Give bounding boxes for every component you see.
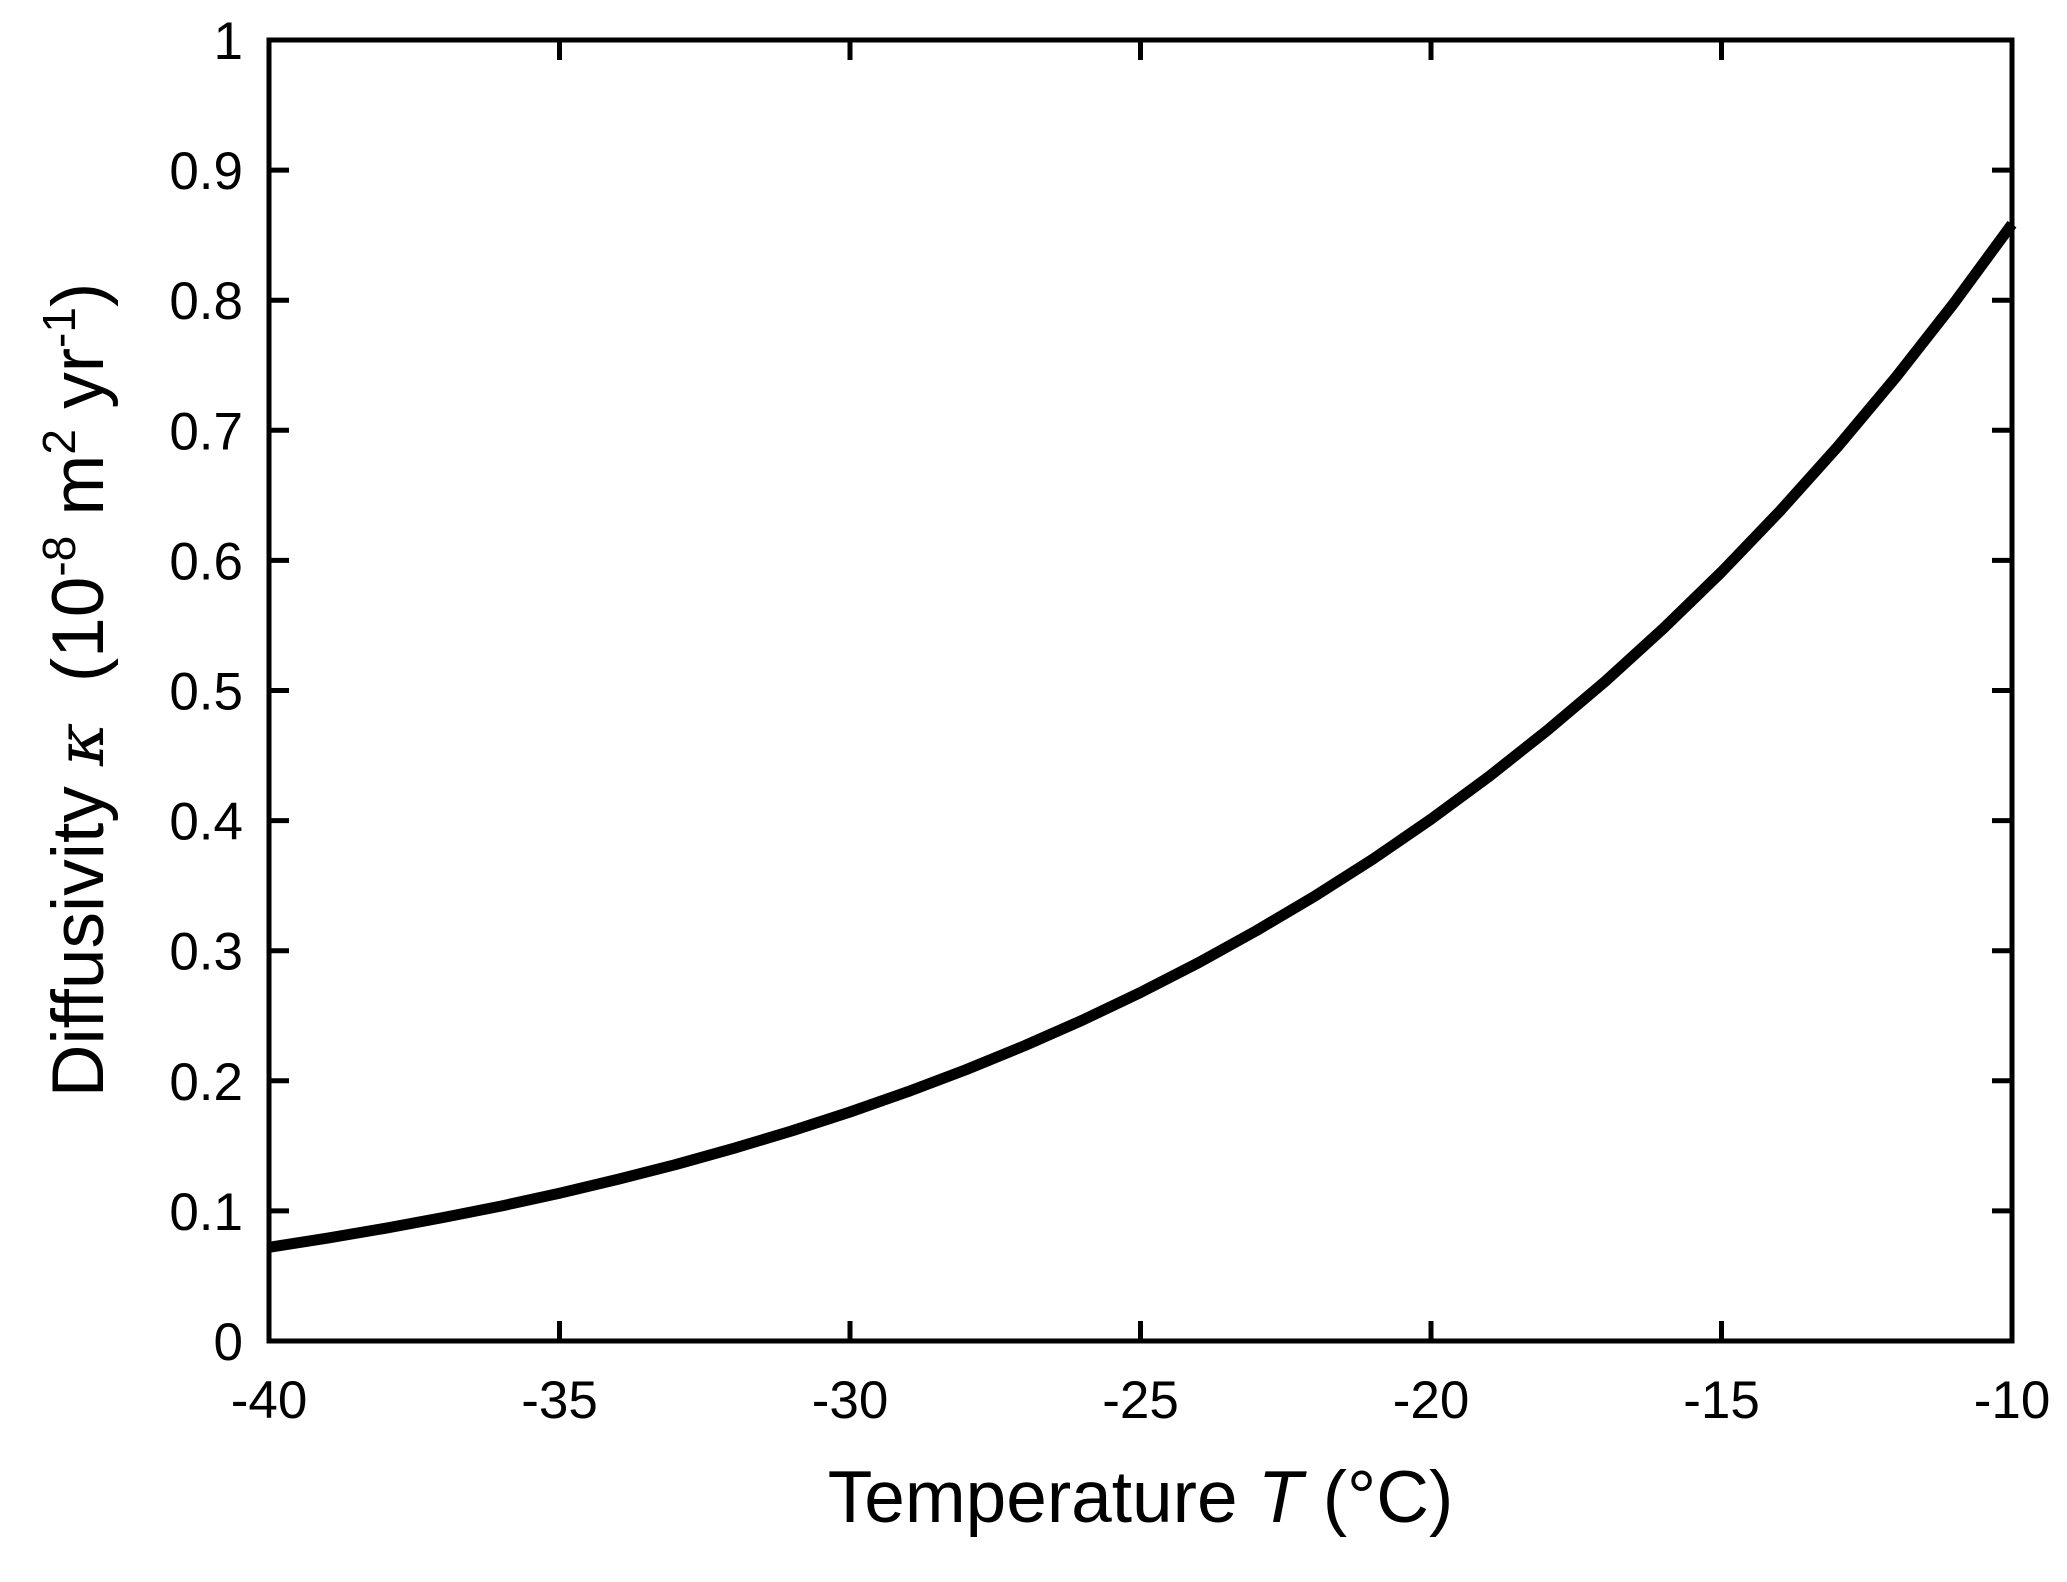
y-tick-label: 0.5 <box>169 663 243 722</box>
y-tick-label: 0.8 <box>169 272 243 331</box>
data-curve <box>268 220 2017 1253</box>
plot-border <box>266 37 2015 1344</box>
x-tick-label: -35 <box>521 1371 598 1430</box>
x-tick-label: -20 <box>1393 1371 1470 1430</box>
x-tick-label: -30 <box>812 1371 889 1430</box>
y-tick-label: 0.9 <box>169 142 243 201</box>
y-tick-label: 0.3 <box>169 923 243 982</box>
y-tick-label: 0.7 <box>169 402 243 461</box>
y-tick-label: 0.4 <box>169 793 243 852</box>
y-axis-label: Diffusivity κ (10-8 m2 yr-1) <box>33 283 119 1098</box>
x-tick-label: -25 <box>1102 1371 1179 1430</box>
y-tick-label: 0.1 <box>169 1183 243 1242</box>
y-tick-label: 0 <box>214 1313 243 1372</box>
x-tick-label: -40 <box>231 1371 308 1430</box>
y-tick-label: 0.6 <box>169 532 243 591</box>
y-tick-label: 1 <box>214 12 243 71</box>
y-tick-label: 0.2 <box>169 1053 243 1112</box>
x-tick-label: -15 <box>1683 1371 1760 1430</box>
x-tick-label: -10 <box>1974 1371 2051 1430</box>
x-axis-label: Temperature T (°C) <box>828 1457 1454 1538</box>
